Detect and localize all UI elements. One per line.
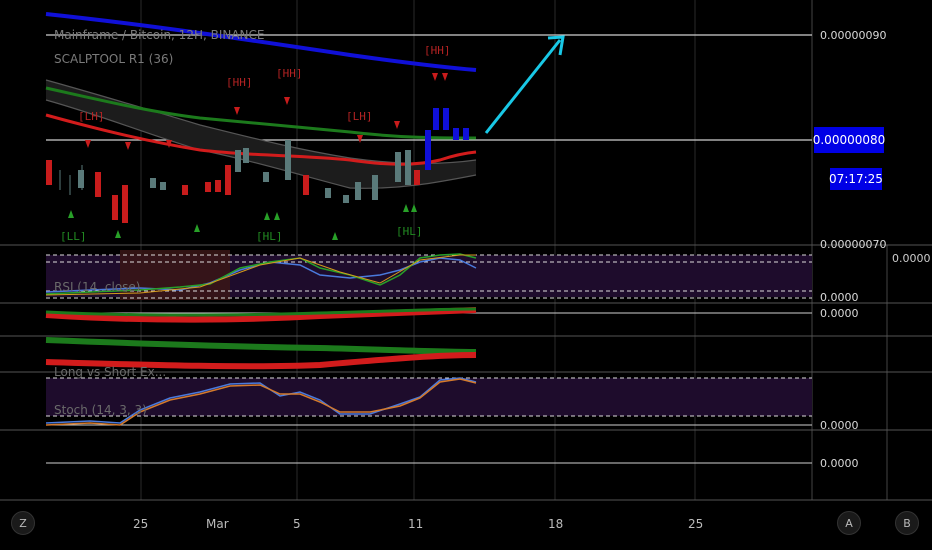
rsi-label: RSI (14, close) bbox=[54, 280, 140, 294]
x-tick: 25 bbox=[133, 517, 148, 531]
b-button[interactable]: B bbox=[895, 511, 919, 535]
price-label-top: 0.00000090 bbox=[820, 29, 886, 42]
marker-lh: [LH] bbox=[78, 110, 105, 123]
price-label-bottom: 0.00000070 bbox=[820, 238, 886, 251]
marker-lh: [LH] bbox=[346, 110, 373, 123]
countdown-badge: 07:17:25 bbox=[830, 168, 882, 190]
auto-scale-button[interactable]: A bbox=[837, 511, 861, 535]
stoch-band bbox=[46, 378, 812, 416]
rsi-value: 0.0000 bbox=[892, 252, 931, 265]
projection-arrow bbox=[486, 40, 560, 133]
marker-hl: [HL] bbox=[256, 230, 283, 243]
chart-title: Mainframe / Bitcoin, 12H, BINANCE bbox=[54, 28, 265, 42]
x-tick: 11 bbox=[408, 517, 423, 531]
zoom-button[interactable]: Z bbox=[11, 511, 35, 535]
marker-hl: [HL] bbox=[396, 225, 423, 238]
x-tick: 25 bbox=[688, 517, 703, 531]
longshort-label: Long vs Short Ex... bbox=[54, 365, 166, 379]
marker-hh: [HH] bbox=[226, 76, 253, 89]
current-price-badge: 0.00000080 bbox=[814, 127, 884, 153]
marker-hh: [HH] bbox=[424, 44, 451, 57]
marker-ll: [LL] bbox=[60, 230, 87, 243]
stoch-value: 0.0000 bbox=[820, 419, 859, 432]
marker-hh: [HH] bbox=[276, 67, 303, 80]
indicator-value: 0.0000 bbox=[820, 291, 859, 304]
x-tick: Mar bbox=[206, 517, 229, 531]
indicator-value: 0.0000 bbox=[820, 307, 859, 320]
stoch-label: Stoch (14, 3, 3) bbox=[54, 403, 147, 417]
indicator-value: 0.0000 bbox=[820, 457, 859, 470]
buy-arrows bbox=[68, 204, 417, 240]
indicator-label: SCALPTOOL R1 (36) bbox=[54, 52, 173, 66]
x-tick: 18 bbox=[548, 517, 563, 531]
x-tick: 5 bbox=[293, 517, 301, 531]
